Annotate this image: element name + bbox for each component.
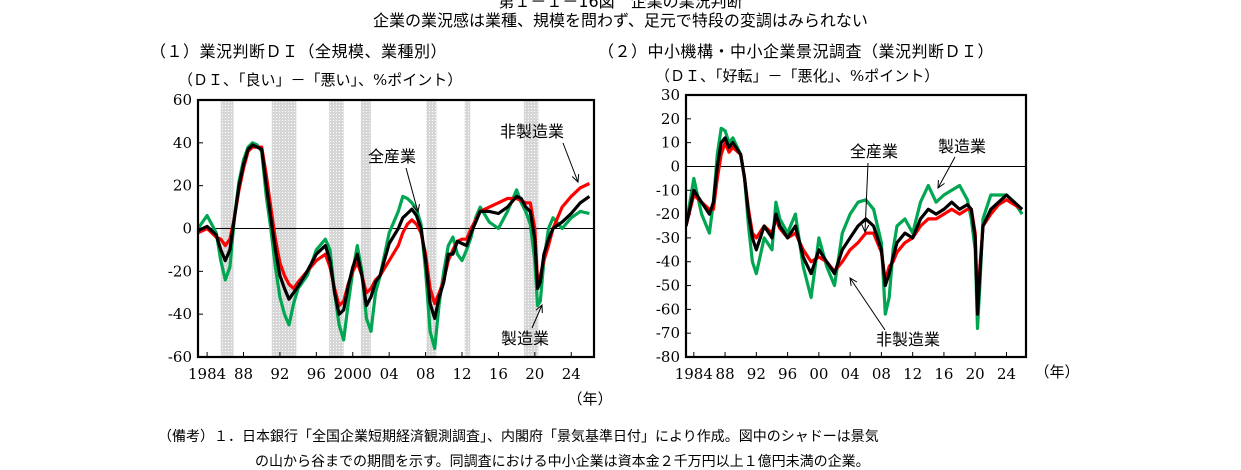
- y-tick-label: -10: [656, 181, 680, 199]
- y-tick-label: 20: [661, 110, 680, 128]
- annotation-arrow: [849, 277, 886, 331]
- x-tick-label: 88: [234, 365, 253, 383]
- x-tick-label: 08: [872, 365, 891, 383]
- plot-frame: [684, 93, 1028, 359]
- x-tick-label: 12: [452, 365, 471, 383]
- y-tick-label: -40: [168, 305, 192, 323]
- annotation-arrow: [405, 167, 419, 213]
- y-tick-label: 0: [182, 220, 192, 238]
- x-tick-label: 08: [416, 365, 435, 383]
- series-annotation: 非製造業: [876, 330, 940, 349]
- y-tick-label: -30: [656, 229, 680, 247]
- x-tick-label: 04: [380, 365, 399, 383]
- y-tick-label: -60: [656, 300, 680, 318]
- annotation-arrow: [562, 142, 579, 183]
- annotation-arrow: [864, 162, 869, 233]
- x-tick-label: 04: [841, 365, 860, 383]
- x-tick-label: 16: [489, 365, 508, 383]
- annotation-arrowhead: [571, 173, 580, 184]
- x-axis-unit: （年）: [567, 390, 612, 408]
- x-tick-label: 96: [307, 365, 326, 383]
- series-annotation: 全産業: [368, 147, 416, 166]
- annotation-arrowhead: [849, 277, 858, 286]
- x-tick-label: 24: [562, 365, 581, 383]
- series-annotation: 製造業: [501, 329, 549, 348]
- left-panel-units: （ＤＩ、「良い」－「悪い」、%ポイント）: [178, 71, 463, 89]
- x-tick-label: 2000: [334, 365, 372, 383]
- x-tick-label: 88: [716, 365, 735, 383]
- x-tick-label: 16: [934, 365, 953, 383]
- right-panel-units: （ＤＩ、「好転」－「悪化」、%ポイント）: [655, 67, 940, 85]
- y-tick-label: 0: [670, 157, 680, 175]
- annotation-arrowhead: [937, 179, 945, 190]
- annotation-arrowhead: [861, 224, 870, 234]
- annotation-arrowhead: [535, 303, 543, 314]
- annotation-arrow: [937, 156, 956, 189]
- y-tick-label: -60: [168, 348, 192, 366]
- note-line-2: の山から谷までの期間を示す。同調査における中小企業は資本金２千万円以上１億円未満…: [255, 454, 870, 470]
- y-tick-label: -70: [656, 324, 680, 342]
- x-tick-label: 92: [270, 365, 289, 383]
- right-panel-title: （２）中小機構・中小企業景況調査（業況判断ＤＩ）: [598, 42, 995, 61]
- x-tick-label: 20: [966, 365, 985, 383]
- annotation-arrowhead: [412, 204, 420, 214]
- y-tick-label: 60: [173, 91, 192, 109]
- series-annotation: 全産業: [850, 142, 898, 161]
- x-axis-unit: （年）: [1034, 363, 1079, 381]
- x-tick-label: 12: [903, 365, 922, 383]
- y-tick-label: 20: [173, 177, 192, 195]
- x-tick-label: 96: [778, 365, 797, 383]
- annotation-arrow: [531, 304, 543, 329]
- y-tick-label: -20: [656, 205, 680, 223]
- y-tick-label: 40: [173, 134, 192, 152]
- y-tick-label: 30: [661, 86, 680, 104]
- y-tick-label: 10: [661, 134, 680, 152]
- y-tick-label: -50: [656, 277, 680, 295]
- all-industries-line: [198, 143, 591, 320]
- all-industries-line: [686, 136, 1024, 316]
- x-tick-label: 1984: [675, 365, 713, 383]
- x-tick-label: 92: [747, 365, 766, 383]
- note-line-1: （備考）１．日本銀行「全国企業短期経済観測調査」、内閣府「景気基準日付」により作…: [158, 429, 879, 445]
- y-tick-label: -80: [656, 348, 680, 366]
- y-tick-label: -40: [656, 253, 680, 271]
- figure-subtitle: 企業の業況感は業種、規模を問わず、足元で特段の変調はみられない: [373, 11, 868, 30]
- left-panel-title: （１）業況判断ＤＩ（全規模、業種別）: [150, 42, 448, 61]
- x-tick-label: 20: [525, 365, 544, 383]
- series-annotation: 非製造業: [500, 122, 564, 141]
- x-tick-label: 00: [809, 365, 828, 383]
- x-tick-label: 24: [997, 365, 1016, 383]
- figure-title: 第１－１－16図 企業の業況判断: [498, 0, 743, 11]
- x-tick-label: 1984: [188, 365, 226, 383]
- y-tick-label: -20: [168, 262, 192, 280]
- series-annotation: 製造業: [938, 137, 986, 156]
